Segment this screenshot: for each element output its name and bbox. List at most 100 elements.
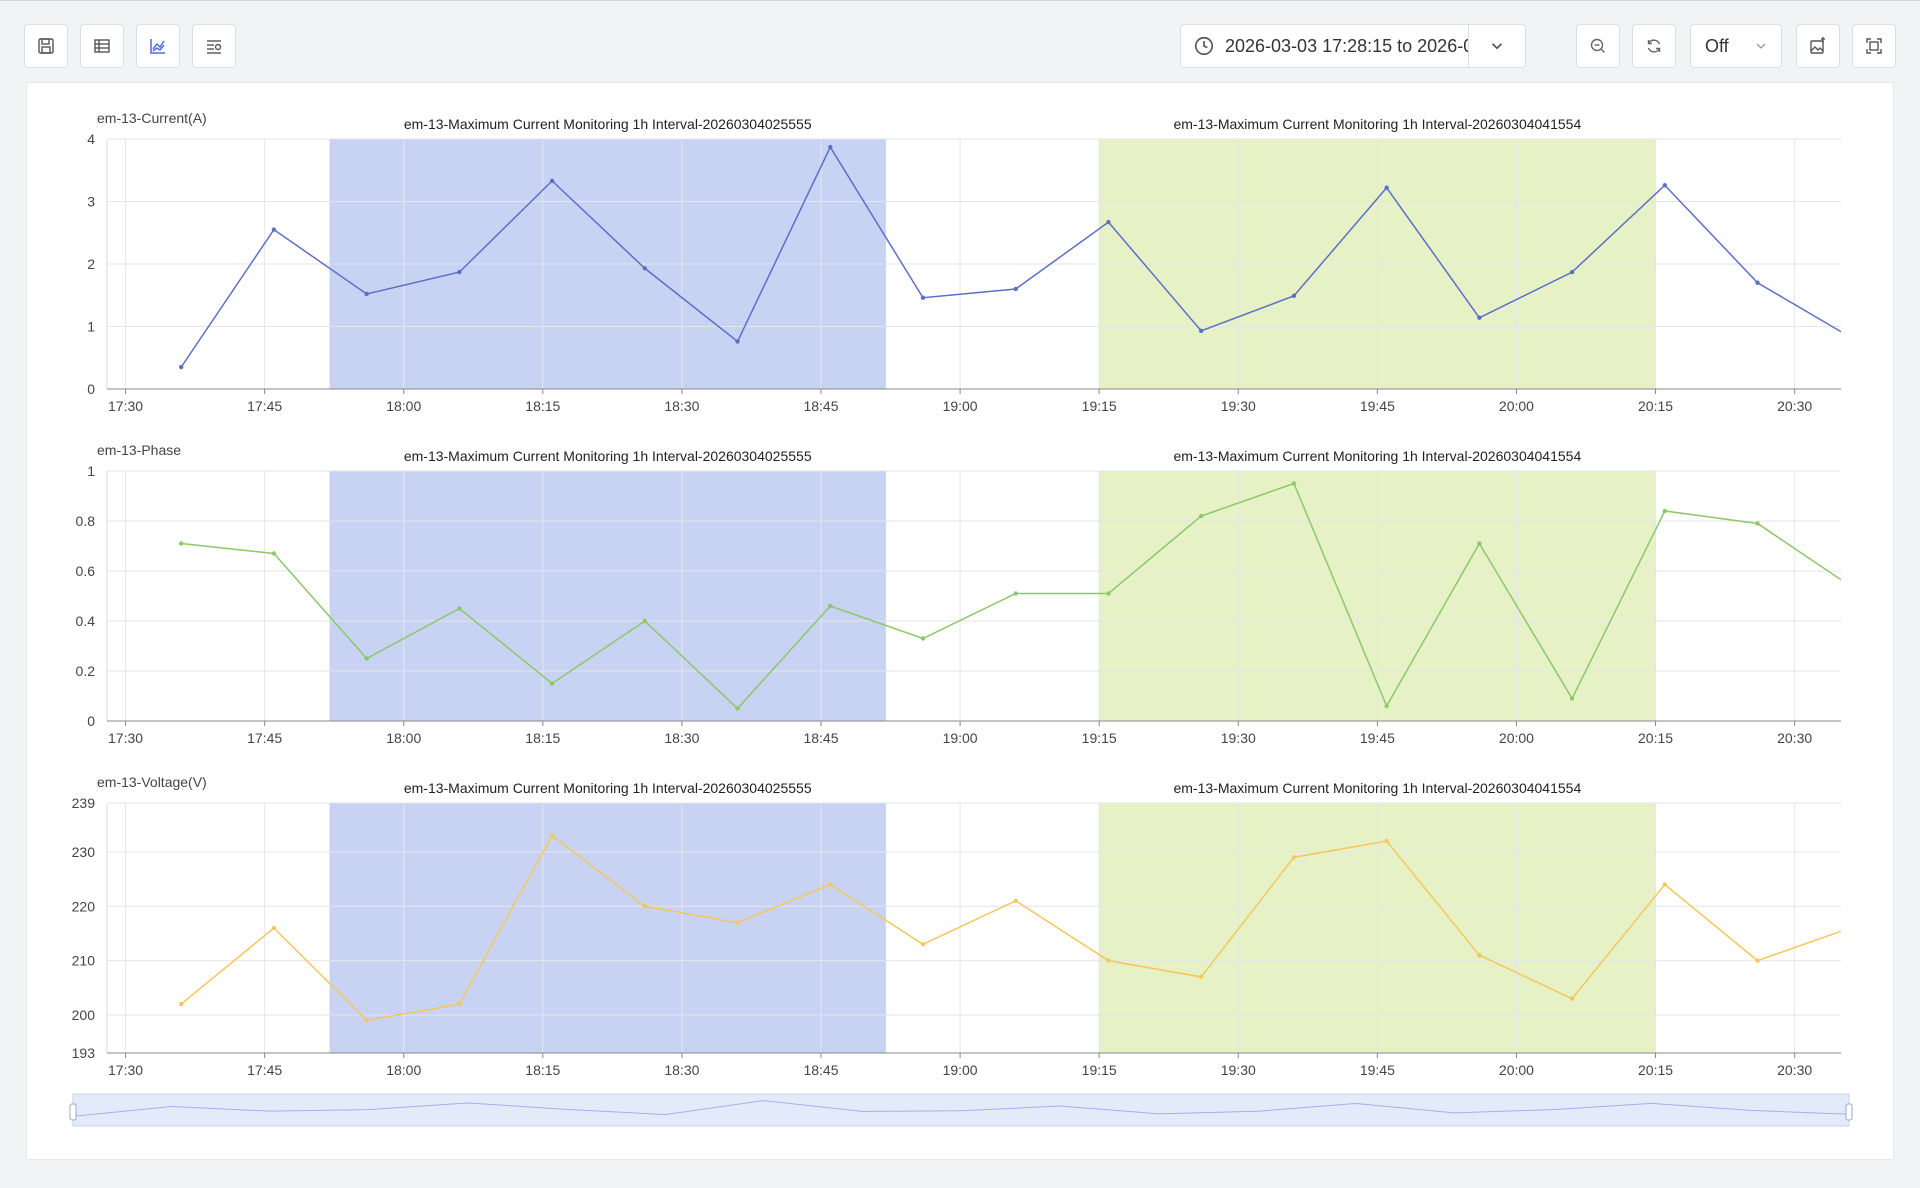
data-point — [1384, 703, 1389, 709]
y-tick-label: 220 — [72, 898, 96, 914]
x-tick-label: 18:45 — [803, 1062, 838, 1078]
y-tick-label: 3 — [87, 194, 95, 210]
data-point — [1569, 269, 1575, 275]
x-tick-label: 19:00 — [943, 1062, 978, 1078]
x-tick-label: 20:15 — [1638, 398, 1673, 414]
x-tick-label: 19:15 — [1082, 730, 1117, 746]
data-point — [1198, 513, 1204, 519]
data-point — [828, 882, 833, 887]
line-chart-icon — [150, 39, 165, 54]
x-tick-label: 19:30 — [1221, 398, 1256, 414]
band-label: em-13-Maximum Current Monitoring 1h Inte… — [404, 448, 812, 464]
time-range-dropdown[interactable] — [1468, 25, 1525, 67]
export-image-icon — [1810, 37, 1825, 54]
y-axis-label: em-13-Phase — [97, 442, 181, 458]
data-point — [178, 1001, 184, 1007]
y-tick-label: 239 — [72, 795, 96, 811]
data-point — [1755, 280, 1760, 285]
charts-canvas[interactable]: em-13-Maximum Current Monitoring 1h Inte… — [27, 83, 1893, 1159]
data-point — [1569, 696, 1575, 701]
x-tick-label: 20:30 — [1777, 730, 1812, 746]
data-point — [1291, 481, 1297, 486]
export-image-button[interactable] — [1796, 24, 1840, 68]
y-tick-label: 1 — [87, 319, 95, 335]
data-point — [1198, 974, 1204, 980]
y-tick-label: 210 — [72, 953, 96, 969]
x-tick-label: 20:00 — [1499, 730, 1534, 746]
zoom-out-button[interactable] — [1576, 24, 1620, 68]
time-range-picker[interactable]: 2026-03-03 17:28:15 to 2026-03-03 20 — [1180, 24, 1526, 68]
chart-panel: em-13-Maximum Current Monitoring 1h Inte… — [26, 82, 1894, 1160]
data-point — [1755, 521, 1760, 526]
x-tick-label: 17:45 — [247, 398, 282, 414]
band-label: em-13-Maximum Current Monitoring 1h Inte… — [404, 116, 812, 132]
band-label: em-13-Maximum Current Monitoring 1h Inte… — [1173, 116, 1581, 132]
y-tick-label: 2 — [87, 256, 95, 272]
line-chart-button[interactable] — [136, 24, 180, 68]
fullscreen-icon — [1866, 38, 1882, 54]
x-tick-label: 18:45 — [803, 398, 838, 414]
data-point — [1106, 219, 1111, 225]
y-tick-label: 0.6 — [76, 563, 96, 579]
x-tick-label: 20:30 — [1777, 1062, 1812, 1078]
x-tick-label: 18:15 — [525, 730, 560, 746]
x-tick-label: 19:15 — [1082, 398, 1117, 414]
highlight-band — [329, 471, 886, 721]
data-point — [549, 833, 555, 838]
auto-refresh-select[interactable]: Off — [1690, 24, 1782, 68]
chevron-down-icon — [1756, 43, 1766, 49]
data-point — [364, 1018, 369, 1023]
data-point — [735, 339, 740, 344]
data-point — [271, 925, 277, 931]
datazoom-right-handle — [1845, 1103, 1853, 1121]
y-axis-label: em-13-Voltage(V) — [97, 774, 207, 790]
data-point — [1662, 508, 1668, 514]
data-point — [920, 942, 926, 947]
data-point — [1013, 898, 1018, 904]
table-view-button[interactable] — [80, 24, 124, 68]
data-point — [920, 295, 926, 300]
data-point — [920, 636, 926, 641]
y-tick-label: 0.2 — [76, 663, 96, 679]
refresh-button[interactable] — [1632, 24, 1676, 68]
y-tick-label: 200 — [72, 1007, 96, 1023]
list-settings-button[interactable] — [192, 24, 236, 68]
x-tick-label: 18:15 — [525, 1062, 560, 1078]
data-point — [828, 144, 833, 150]
x-tick-label: 18:15 — [525, 398, 560, 414]
data-point — [364, 291, 369, 297]
x-tick-label: 19:45 — [1360, 398, 1395, 414]
x-tick-label: 18:30 — [664, 398, 699, 414]
x-tick-label: 19:30 — [1221, 1062, 1256, 1078]
x-tick-label: 17:30 — [108, 398, 143, 414]
data-point — [457, 606, 462, 611]
band-label: em-13-Maximum Current Monitoring 1h Inte… — [1173, 780, 1581, 796]
zoom-out-icon — [1590, 38, 1605, 53]
data-point — [271, 227, 277, 232]
x-tick-label: 20:15 — [1638, 1062, 1673, 1078]
auto-refresh-value: Off — [1705, 35, 1729, 56]
data-point — [271, 551, 277, 556]
x-tick-label: 19:45 — [1360, 1062, 1395, 1078]
x-tick-label: 18:00 — [386, 730, 421, 746]
fullscreen-button[interactable] — [1852, 24, 1896, 68]
data-point — [364, 656, 369, 661]
data-point — [1477, 315, 1482, 320]
save-button[interactable] — [24, 24, 68, 68]
x-tick-label: 20:15 — [1638, 730, 1673, 746]
x-tick-label: 19:45 — [1360, 730, 1395, 746]
data-point — [735, 920, 740, 925]
data-point — [457, 269, 462, 275]
data-point — [642, 266, 648, 271]
data-point — [1477, 952, 1482, 958]
y-tick-label: 193 — [72, 1045, 96, 1061]
y-axis-label: em-13-Current(A) — [97, 110, 207, 126]
data-point — [457, 1001, 462, 1007]
data-point — [642, 618, 648, 624]
datazoom-left-handle — [69, 1103, 77, 1121]
x-tick-label: 20:30 — [1777, 398, 1812, 414]
y-tick-label: 230 — [72, 844, 96, 860]
y-tick-label: 4 — [87, 131, 95, 147]
data-point — [1013, 286, 1018, 292]
clock-icon — [1194, 36, 1214, 56]
